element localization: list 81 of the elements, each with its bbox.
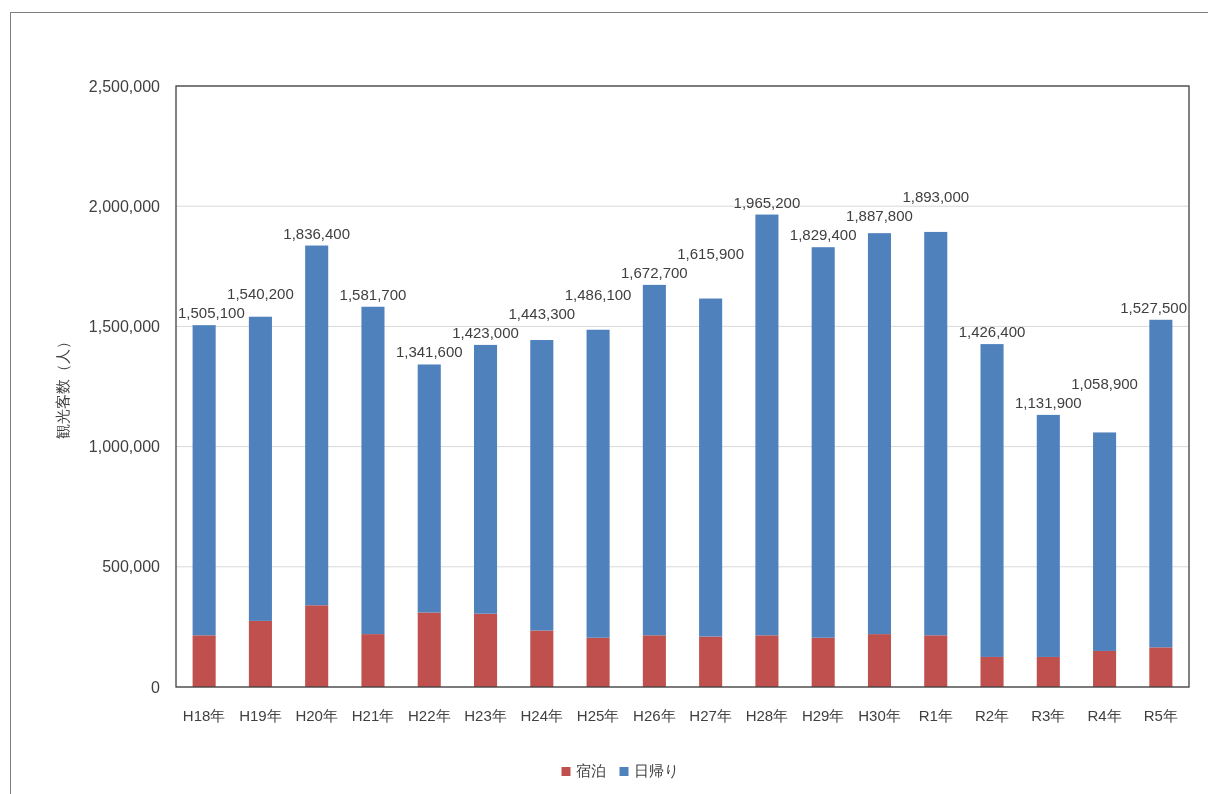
bar xyxy=(924,635,948,687)
total-label: 1,829,400 xyxy=(789,226,857,244)
y-tick-label: 500,000 xyxy=(102,558,161,576)
bar xyxy=(1036,414,1060,657)
y-tick-label: 2,500,000 xyxy=(88,77,161,95)
bar xyxy=(586,329,610,638)
bar xyxy=(248,620,272,687)
y-tick-label: 2,000,000 xyxy=(88,197,161,215)
y-tick-label: 0 xyxy=(151,678,161,696)
x-tick-label: H23年 xyxy=(464,707,507,724)
x-tick-label: R1年 xyxy=(918,707,953,724)
bar xyxy=(1149,647,1173,687)
bar xyxy=(642,284,666,636)
total-label: 1,836,400 xyxy=(283,224,351,242)
x-tick-label: H19年 xyxy=(239,707,282,724)
total-label: 1,341,600 xyxy=(395,343,463,361)
x-tick-label: H24年 xyxy=(520,707,564,724)
bar xyxy=(248,316,272,621)
total-label: 1,965,200 xyxy=(733,193,801,211)
bar xyxy=(192,635,216,687)
total-label: 1,131,900 xyxy=(1014,393,1082,411)
x-tick-label: R4年 xyxy=(1087,707,1122,724)
bar xyxy=(642,635,666,687)
bar xyxy=(1093,650,1117,687)
x-tick-label: H29年 xyxy=(801,707,845,724)
bar xyxy=(755,635,779,687)
bar xyxy=(586,637,610,687)
x-tick-label: H28年 xyxy=(745,707,789,724)
bar xyxy=(699,298,723,637)
bar xyxy=(473,613,498,687)
bar xyxy=(305,605,329,687)
bar xyxy=(361,634,385,687)
bar xyxy=(417,364,441,613)
bar xyxy=(867,634,892,687)
y-tick-label: 1,500,000 xyxy=(88,317,161,335)
total-label: 1,426,400 xyxy=(958,323,1026,341)
x-tick-label: R5年 xyxy=(1143,707,1178,724)
bar xyxy=(473,344,498,614)
x-tick-label: H21年 xyxy=(351,707,395,724)
x-tick-label: H26年 xyxy=(633,707,676,724)
legend-label: 宿泊 xyxy=(575,762,606,779)
bar xyxy=(699,636,723,687)
bar xyxy=(361,306,385,635)
bar xyxy=(811,247,835,638)
bar xyxy=(811,637,835,687)
x-tick-label: H20年 xyxy=(295,707,338,724)
bar xyxy=(192,325,216,636)
x-tick-label: R2年 xyxy=(974,707,1010,724)
bar xyxy=(1036,656,1060,687)
x-tick-label: H27年 xyxy=(689,707,732,724)
total-label: 1,615,900 xyxy=(677,244,745,262)
total-label: 1,423,000 xyxy=(452,323,519,341)
total-label: 1,527,500 xyxy=(1120,298,1187,316)
bar xyxy=(1149,319,1173,648)
bar xyxy=(867,233,892,635)
total-label: 1,486,100 xyxy=(564,285,632,303)
bar xyxy=(755,214,779,636)
x-tick-label: H22年 xyxy=(407,707,451,724)
x-tick-label: H30年 xyxy=(858,707,901,724)
x-tick-label: R3年 xyxy=(1031,707,1066,724)
bar xyxy=(980,344,1004,657)
legend-label: 日帰り xyxy=(633,762,679,779)
total-label: 1,443,300 xyxy=(508,304,576,322)
total-label: 1,672,700 xyxy=(620,263,688,281)
total-label: 1,505,100 xyxy=(178,304,245,322)
bar xyxy=(924,231,948,636)
x-tick-label: H18年 xyxy=(182,707,226,724)
total-label: 1,058,900 xyxy=(1071,374,1138,392)
total-label: 1,893,000 xyxy=(902,188,970,206)
bar xyxy=(1093,432,1117,651)
total-label: 1,581,700 xyxy=(339,285,407,303)
bar xyxy=(530,630,554,687)
bar xyxy=(305,245,329,606)
x-tick-label: H25年 xyxy=(576,707,620,724)
total-label: 1,887,800 xyxy=(846,207,913,225)
y-tick-label: 1,000,000 xyxy=(88,438,161,456)
bar xyxy=(980,656,1004,687)
total-label: 1,540,200 xyxy=(227,285,294,303)
y-axis-title: 観光客数（人） xyxy=(54,334,71,439)
bar xyxy=(417,612,441,687)
bar xyxy=(530,340,554,631)
